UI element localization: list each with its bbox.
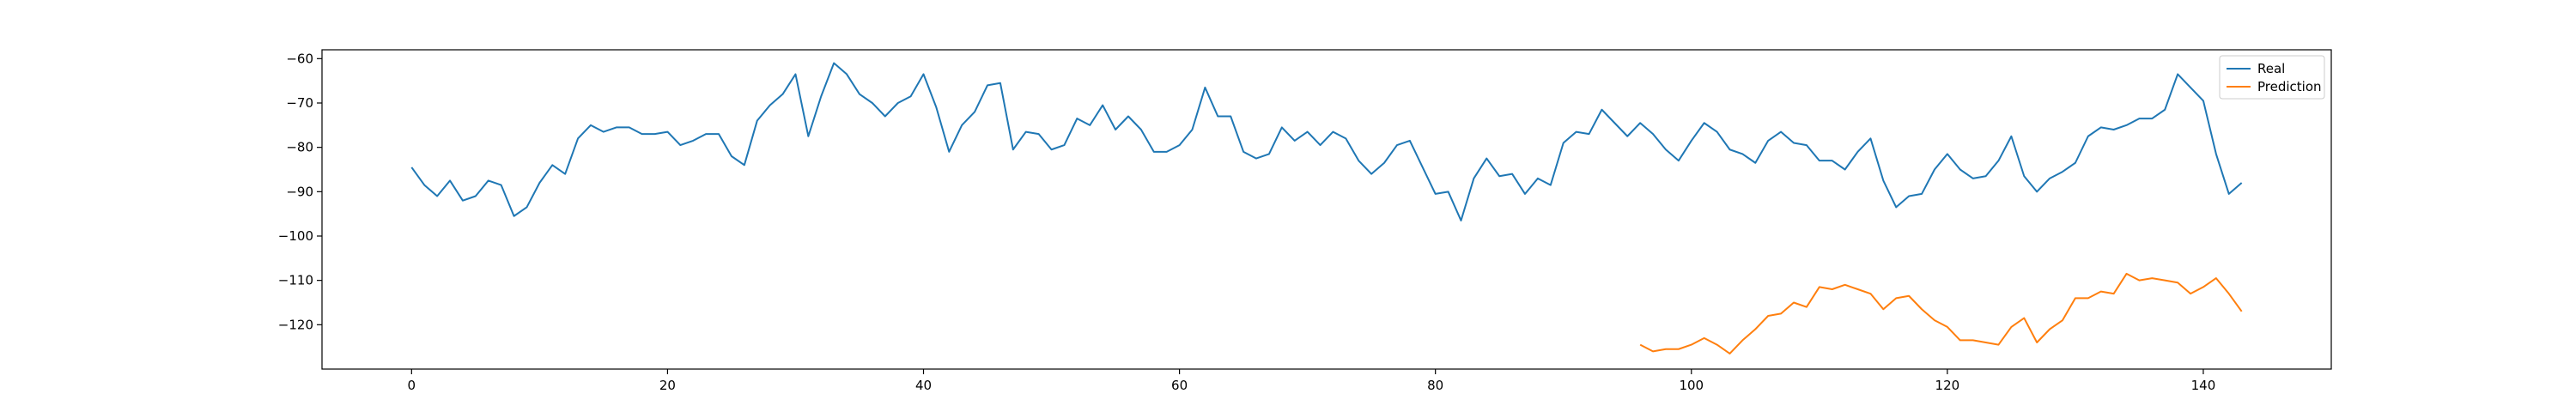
x-tick-label: 0 (408, 378, 416, 393)
plot-frame (321, 49, 2332, 370)
x-tick-label: 20 (659, 378, 676, 393)
legend-box (2219, 55, 2325, 100)
legend-label-prediction: Prediction (2257, 79, 2322, 94)
y-tick-label: −120 (278, 317, 313, 332)
legend-label-real: Real (2257, 61, 2285, 76)
x-tick-label: 60 (1171, 378, 1188, 393)
series-line-real (410, 62, 2243, 221)
y-tick-label: −100 (278, 228, 313, 244)
x-tick-label: 80 (1427, 378, 1443, 393)
x-tick-label: 100 (1679, 378, 1704, 393)
x-tick-label: 40 (915, 378, 932, 393)
series-line-prediction (1639, 272, 2243, 354)
y-tick-label: −60 (286, 51, 313, 66)
x-tick-label: 140 (2191, 378, 2216, 393)
plot-lines (410, 62, 2243, 354)
axes: 0 20 40 60 80 100 120 140 −60 −70 −80 −90 −100 −110 −1… (278, 49, 2332, 393)
y-tick-label: −80 (286, 140, 313, 155)
x-tick-label: 120 (1935, 378, 1960, 393)
legend: Real Prediction (2219, 55, 2325, 100)
y-tick-label: −110 (278, 273, 313, 288)
y-tick-label: −90 (286, 184, 313, 199)
y-tick-label: −70 (286, 95, 313, 111)
